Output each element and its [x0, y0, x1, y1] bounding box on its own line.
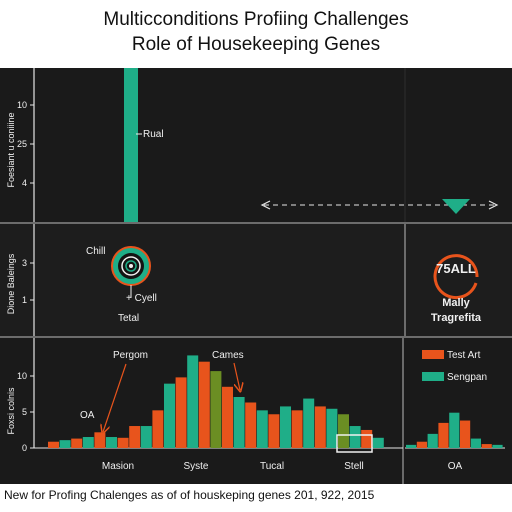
chart-title-line-2: Role of Housekeeping Genes	[131, 34, 381, 55]
inset-bar-series	[406, 412, 503, 448]
top-panel-y-label: Foesiant u coniiine	[6, 112, 16, 187]
bar	[59, 440, 71, 448]
bar	[268, 414, 280, 448]
bar	[245, 402, 257, 448]
inset-bar	[438, 422, 449, 448]
bar	[187, 355, 199, 448]
top-panel-background	[0, 68, 512, 222]
bar	[361, 429, 373, 448]
annotation-arrow	[103, 363, 127, 432]
x-tick-label: Masion	[102, 461, 134, 472]
legend-label-test-art: Test Art	[447, 350, 481, 361]
bar	[164, 383, 175, 448]
badge-caption-line-2: Tragrefita	[431, 312, 482, 324]
middle-panel-y-label: Dione Baleings	[6, 253, 16, 314]
bar	[48, 441, 59, 448]
x-tick-label: Stell	[344, 461, 363, 472]
highlight-box	[336, 434, 373, 453]
target-ring-icon	[111, 246, 151, 286]
chart-title-line-1: Multicconditions Profiing Challenges	[103, 9, 409, 30]
ring-label: Chill	[86, 246, 105, 257]
bar	[94, 432, 106, 448]
bar	[129, 426, 141, 448]
badge-value: 75ALL	[436, 261, 476, 276]
inset-bar	[416, 441, 427, 448]
bar	[152, 410, 164, 448]
middle-y-tick-label: 3	[22, 258, 27, 268]
legend-swatch-sengpan	[422, 372, 444, 381]
total-label: Tetal	[118, 313, 139, 324]
bar	[106, 437, 117, 448]
teal-stalk	[124, 68, 138, 222]
arrow-right-icon	[488, 200, 499, 210]
inset-x-label: OA	[448, 461, 463, 472]
bar	[372, 437, 384, 448]
inset-bar	[406, 444, 417, 448]
multi-panel-figure: Foesiant u coniiine 10 25 4 Rual Dione B…	[0, 68, 512, 484]
middle-panel: Dione Baleings 3 1 Chill + Cyell Tetal 7…	[0, 222, 512, 338]
bar	[303, 398, 315, 448]
triangle-down-icon	[442, 199, 470, 214]
x-tick-label: Tucal	[260, 461, 284, 472]
annotation-arrow	[233, 362, 240, 390]
inset-bar	[492, 444, 503, 448]
bar	[198, 361, 210, 448]
percentage-badge: 75ALL	[433, 254, 479, 300]
bar	[291, 410, 303, 448]
bar-y-tick-label: 10	[17, 371, 27, 381]
annotation-cames: Cames	[212, 350, 244, 361]
top-y-tick-label: 25	[17, 139, 27, 149]
badge-ring-icon	[433, 254, 479, 300]
inset-bar	[449, 412, 460, 448]
cross-label: + Cyell	[126, 293, 157, 304]
bar-y-tick-label: 5	[22, 407, 27, 417]
stalk-label: Rual	[143, 129, 164, 140]
middle-y-tick-label: 1	[22, 295, 27, 305]
top-panel: Foesiant u coniiine 10 25 4 Rual	[0, 68, 512, 222]
legend-swatch-test-art	[422, 350, 444, 359]
bar	[338, 414, 349, 448]
inset-bar	[427, 433, 438, 448]
bar	[314, 406, 326, 448]
bar-series	[48, 355, 384, 448]
bar	[210, 371, 222, 448]
inset-bar	[470, 438, 481, 448]
annotation-oa: OA	[80, 410, 95, 421]
legend-label-sengpan: Sengpan	[447, 372, 487, 383]
bar-y-tick-label: 0	[22, 443, 27, 453]
top-y-tick-label: 10	[17, 100, 27, 110]
footer-note: New for Profing Chalenges as of of housk…	[4, 488, 375, 502]
bar	[326, 408, 338, 448]
top-y-tick-label: 4	[22, 178, 27, 188]
inset-bar	[481, 444, 492, 448]
bar	[280, 406, 291, 448]
bar-chart-y-label: Foxsi colnis	[6, 387, 16, 435]
middle-panel-background	[0, 224, 512, 336]
arrow-left-icon	[260, 200, 271, 210]
badge-caption-line-1: Mally	[442, 297, 470, 309]
bar	[71, 438, 83, 448]
bar	[349, 426, 361, 448]
bar	[256, 410, 268, 448]
bottom-panel: Foxsi colnis 10 5 0 Pergom Cames OA Test…	[0, 338, 512, 484]
x-tick-label: Syste	[183, 461, 208, 472]
bar	[233, 397, 245, 448]
bar	[140, 426, 152, 448]
bar	[82, 437, 94, 448]
bar	[222, 386, 233, 448]
inset-bar	[460, 420, 471, 448]
bar	[175, 377, 187, 448]
annotation-pergom: Pergom	[113, 350, 148, 361]
legend: Test Art Sengpan	[422, 350, 487, 383]
bar	[117, 437, 129, 448]
